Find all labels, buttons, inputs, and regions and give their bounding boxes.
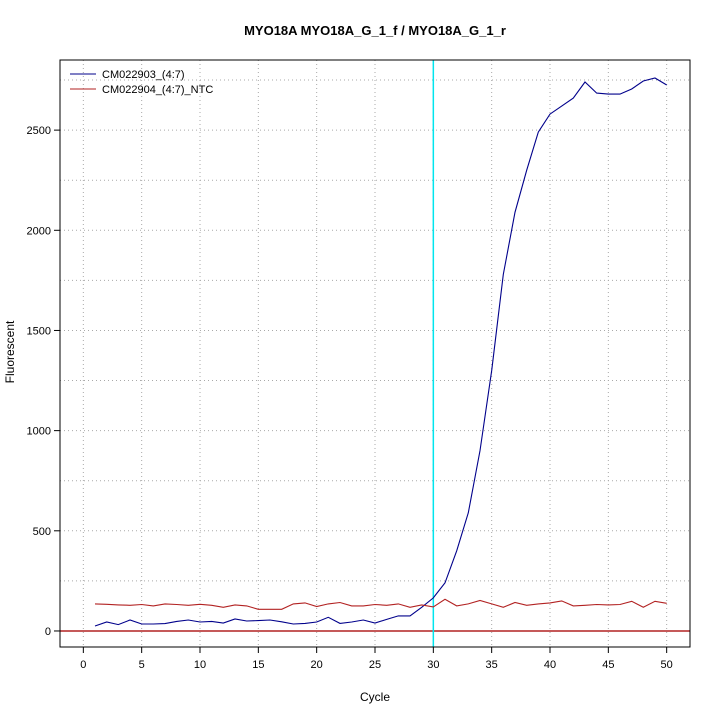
y-tick-label: 1000 — [27, 426, 51, 438]
y-tick-label: 2500 — [27, 125, 51, 137]
series-line-2 — [94, 598, 667, 610]
y-axis-label: Fluorescent — [3, 320, 17, 383]
x-tick-label: 15 — [252, 659, 264, 671]
y-tick-label: 0 — [45, 626, 51, 638]
y-tick-label: 500 — [33, 526, 51, 538]
y-tick-label: 2000 — [27, 225, 51, 237]
x-tick-label: 20 — [311, 659, 323, 671]
grid-layer — [60, 60, 690, 647]
y-tick-label: 1500 — [27, 325, 51, 337]
x-tick-label: 50 — [661, 659, 673, 671]
chart-title: MYO18A MYO18A_G_1_f / MYO18A_G_1_r — [244, 23, 506, 38]
series-line-1 — [94, 77, 667, 627]
legend: CM022903_(4:7) CM022904_(4:7)_NTC — [70, 69, 213, 96]
x-tick-label: 45 — [602, 659, 614, 671]
x-tick-label: 25 — [369, 659, 381, 671]
x-tick-label: 35 — [486, 659, 498, 671]
legend-label-series-2: CM022904_(4:7)_NTC — [102, 84, 213, 96]
x-axis-label: Cycle — [360, 690, 390, 704]
x-tick-label: 10 — [194, 659, 206, 671]
series-layer — [94, 77, 667, 627]
x-tick-label: 40 — [544, 659, 556, 671]
x-tick-label: 5 — [139, 659, 145, 671]
x-tick-label: 30 — [427, 659, 439, 671]
legend-label-series-1: CM022903_(4:7) — [102, 69, 185, 81]
x-tick-label: 0 — [80, 659, 86, 671]
reference-lines — [60, 60, 690, 647]
